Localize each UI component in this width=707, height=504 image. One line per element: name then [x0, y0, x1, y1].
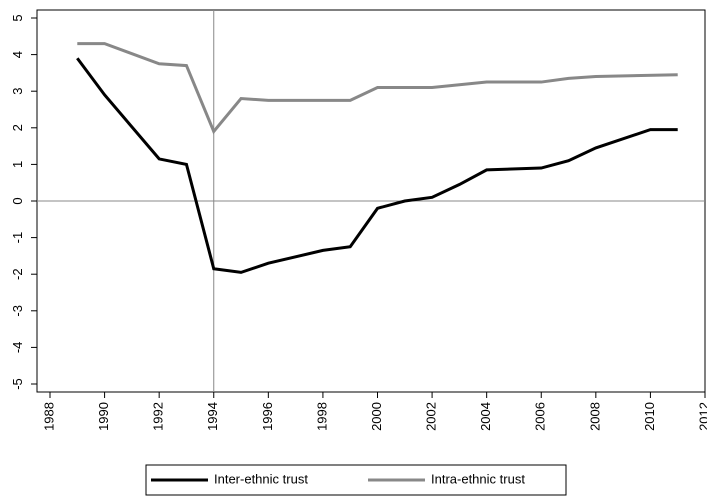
x-tick-label: 2012 — [696, 402, 707, 431]
series-line — [76, 57, 678, 274]
x-tick-label: 2002 — [424, 402, 439, 431]
x-tick-label: 1994 — [205, 402, 220, 431]
legend-label: Intra-ethnic trust — [431, 471, 525, 486]
x-tick-label: 1988 — [41, 402, 56, 431]
y-tick-label: 1 — [10, 161, 25, 168]
x-tick-label: 2004 — [478, 402, 493, 431]
y-tick-label: 5 — [10, 14, 25, 21]
y-tick-label: -1 — [10, 232, 25, 244]
x-tick-label: 2008 — [587, 402, 602, 431]
y-tick-label: 3 — [10, 88, 25, 95]
x-tick-label: 2000 — [369, 402, 384, 431]
x-tick-label: 2010 — [642, 402, 657, 431]
x-tick-label: 2006 — [533, 402, 548, 431]
x-tick-label: 1996 — [260, 402, 275, 431]
y-tick-label: -2 — [10, 268, 25, 280]
legend-box — [145, 464, 567, 496]
x-tick-label: 1998 — [314, 402, 329, 431]
legend-label: Inter-ethnic trust — [214, 471, 308, 486]
y-tick-label: 4 — [10, 51, 25, 58]
y-tick-label: -4 — [10, 342, 25, 354]
y-tick-label: -3 — [10, 305, 25, 317]
x-tick-label: 1990 — [96, 402, 111, 431]
series-line — [77, 42, 678, 135]
y-tick-label: 0 — [10, 197, 25, 204]
x-tick-label: 1992 — [151, 402, 166, 431]
y-tick-label: 2 — [10, 124, 25, 131]
y-tick-label: -5 — [10, 378, 25, 390]
